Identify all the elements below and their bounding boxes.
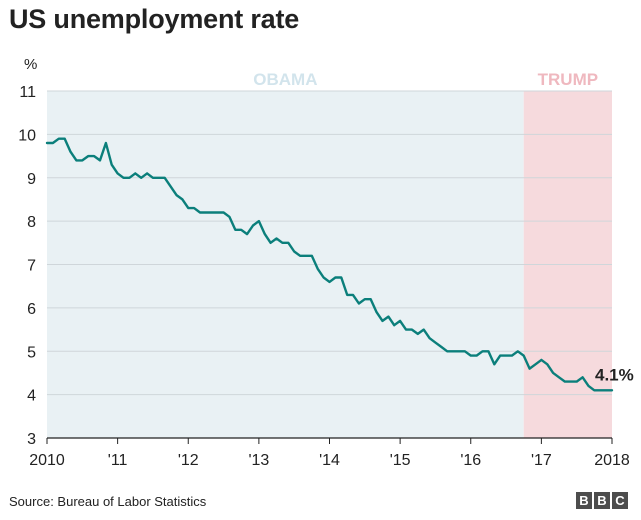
x-tick-label: 2018 — [594, 452, 630, 469]
x-tick-label: '15 — [390, 452, 411, 469]
period-label-trump: TRUMP — [538, 70, 598, 89]
logo-letter: B — [576, 492, 592, 509]
y-tick-label: 8 — [27, 214, 36, 231]
x-tick-label: '12 — [178, 452, 199, 469]
y-tick-label: 9 — [27, 171, 36, 188]
y-tick-label: 3 — [27, 431, 36, 448]
y-axis-unit: % — [24, 56, 37, 73]
chart-title: US unemployment rate — [9, 4, 300, 34]
x-tick-label: 2010 — [29, 452, 65, 469]
x-tick-label: '17 — [531, 452, 552, 469]
x-tick-label: '14 — [319, 452, 340, 469]
x-tick-label: '11 — [108, 452, 128, 469]
bbc-logo: B B C — [576, 492, 628, 509]
y-tick-label: 5 — [27, 344, 36, 361]
source-note: Source: Bureau of Labor Statistics — [9, 494, 207, 509]
y-tick-label: 7 — [27, 258, 36, 275]
y-tick-label: 10 — [18, 127, 36, 144]
unemployment-chart: 3 4 5 6 7 8 9 10 11% 2010 '11 '12 '13 '14 '15 '16 '17 201… — [18, 56, 634, 469]
logo-letter: C — [612, 492, 628, 509]
period-label-obama: OBAMA — [253, 70, 317, 89]
y-tick-label: 11 — [19, 84, 36, 101]
x-tick-label: '13 — [248, 452, 269, 469]
unemployment-line — [45, 137, 614, 392]
y-tick-label: 4 — [27, 388, 36, 405]
y-tick-label: 6 — [27, 301, 36, 318]
logo-letter: B — [594, 492, 610, 509]
end-value-label: 4.1% — [595, 365, 634, 384]
x-tick-label: '16 — [460, 452, 481, 469]
